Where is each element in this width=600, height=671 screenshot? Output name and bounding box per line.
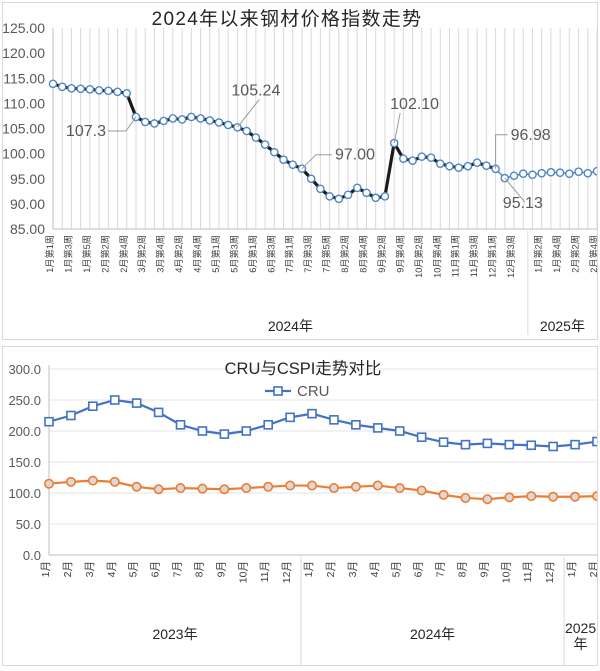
svg-text:7月: 7月 (435, 561, 447, 577)
svg-text:5月: 5月 (128, 561, 140, 577)
svg-text:2023年: 2023年 (152, 626, 197, 642)
svg-text:1月第5周: 1月第5周 (81, 235, 92, 273)
svg-text:107.3: 107.3 (66, 123, 106, 140)
svg-text:3月第2周: 3月第2周 (136, 235, 147, 273)
svg-text:1月: 1月 (566, 561, 578, 577)
svg-text:7月: 7月 (172, 561, 184, 577)
svg-text:12月: 12月 (544, 561, 556, 583)
svg-text:2月: 2月 (62, 561, 74, 577)
svg-text:4月: 4月 (106, 561, 118, 577)
svg-text:1月: 1月 (303, 561, 315, 577)
svg-text:6月第3周: 6月第3周 (265, 235, 276, 273)
svg-text:9月: 9月 (478, 561, 490, 577)
svg-text:9月第2周: 9月第2周 (376, 235, 387, 273)
svg-text:1月第3周: 1月第3周 (62, 235, 73, 273)
svg-text:12月: 12月 (281, 561, 293, 583)
svg-text:1月第1周: 1月第1周 (44, 235, 55, 273)
svg-text:8月第4周: 8月第4周 (357, 235, 368, 273)
svg-text:85.00: 85.00 (10, 221, 45, 237)
svg-text:4月第2周: 4月第2周 (173, 235, 184, 273)
svg-text:4月第4周: 4月第4周 (192, 235, 203, 273)
svg-text:2月: 2月 (325, 561, 337, 577)
svg-text:2月第4周: 2月第4周 (118, 235, 129, 273)
svg-text:105.00: 105.00 (3, 121, 45, 137)
svg-text:102.10: 102.10 (390, 96, 439, 113)
svg-text:250.0: 250.0 (8, 393, 41, 408)
svg-text:2025: 2025 (565, 620, 596, 636)
svg-text:120.00: 120.00 (3, 45, 45, 61)
svg-text:5月第3周: 5月第3周 (228, 235, 239, 273)
svg-text:2月第2周: 2月第2周 (99, 235, 110, 273)
svg-text:9月第4周: 9月第4周 (394, 235, 405, 273)
svg-text:11月第3周: 11月第3周 (468, 235, 479, 277)
svg-text:115.00: 115.00 (3, 70, 45, 86)
svg-text:6月: 6月 (413, 561, 425, 577)
svg-text:110.00: 110.00 (3, 95, 45, 111)
svg-text:5月: 5月 (391, 561, 403, 577)
svg-text:2025年: 2025年 (540, 318, 585, 334)
svg-text:1月: 1月 (40, 561, 52, 577)
svg-text:6月第1周: 6月第1周 (247, 235, 258, 273)
svg-text:90.00: 90.00 (10, 196, 45, 212)
svg-text:150.0: 150.0 (8, 455, 41, 470)
svg-text:7月第1周: 7月第1周 (284, 235, 295, 273)
svg-text:年: 年 (574, 636, 588, 652)
svg-text:95.00: 95.00 (10, 171, 45, 187)
svg-text:5月第1周: 5月第1周 (210, 235, 221, 273)
svg-text:2月第4周: 2月第4周 (588, 235, 598, 273)
svg-text:1月第2周: 1月第2周 (533, 235, 544, 273)
svg-text:100.0: 100.0 (8, 486, 41, 501)
svg-text:11月第1周: 11月第1周 (450, 235, 461, 277)
svg-text:10月: 10月 (237, 561, 249, 583)
svg-text:4月: 4月 (369, 561, 381, 577)
svg-text:1月第4周: 1月第4周 (551, 235, 562, 273)
svg-text:100.00: 100.00 (3, 146, 45, 162)
svg-text:6月: 6月 (150, 561, 162, 577)
svg-text:10月第2周: 10月第2周 (413, 235, 424, 278)
svg-text:10月: 10月 (500, 561, 512, 583)
svg-text:95.13: 95.13 (503, 195, 543, 212)
svg-text:CRU: CRU (297, 383, 330, 400)
svg-text:2024年: 2024年 (268, 318, 313, 334)
svg-text:11月: 11月 (259, 561, 271, 582)
svg-text:3月: 3月 (347, 561, 359, 577)
svg-text:2月第2周: 2月第2周 (570, 235, 581, 273)
svg-text:12月第1周: 12月第1周 (487, 235, 498, 278)
svg-text:2024年: 2024年 (410, 626, 455, 642)
svg-text:3月: 3月 (84, 561, 96, 577)
svg-text:7月第5周: 7月第5周 (321, 235, 332, 273)
svg-text:96.98: 96.98 (511, 127, 551, 144)
svg-text:125.00: 125.00 (3, 20, 45, 36)
svg-text:50.0: 50.0 (16, 517, 41, 532)
svg-text:2024年以来钢材价格指数走势: 2024年以来钢材价格指数走势 (152, 8, 423, 30)
svg-text:3月第4周: 3月第4周 (155, 235, 166, 273)
svg-text:105.24: 105.24 (231, 82, 280, 99)
svg-text:10月第4周: 10月第4周 (431, 235, 442, 278)
svg-text:97.00: 97.00 (335, 147, 375, 164)
svg-text:12月第3周: 12月第3周 (505, 235, 516, 278)
svg-text:0.0: 0.0 (23, 548, 41, 563)
svg-text:8月: 8月 (456, 561, 468, 577)
svg-text:CRU与CSPI走势对比: CRU与CSPI走势对比 (225, 359, 382, 378)
svg-text:2月: 2月 (588, 561, 598, 577)
svg-text:7月第3周: 7月第3周 (302, 235, 313, 273)
svg-text:200.0: 200.0 (8, 424, 41, 439)
svg-text:9月: 9月 (215, 561, 227, 577)
svg-text:300.0: 300.0 (8, 362, 41, 377)
svg-text:8月第2周: 8月第2周 (339, 235, 350, 273)
svg-text:8月: 8月 (193, 561, 205, 577)
svg-text:11月: 11月 (522, 561, 534, 582)
